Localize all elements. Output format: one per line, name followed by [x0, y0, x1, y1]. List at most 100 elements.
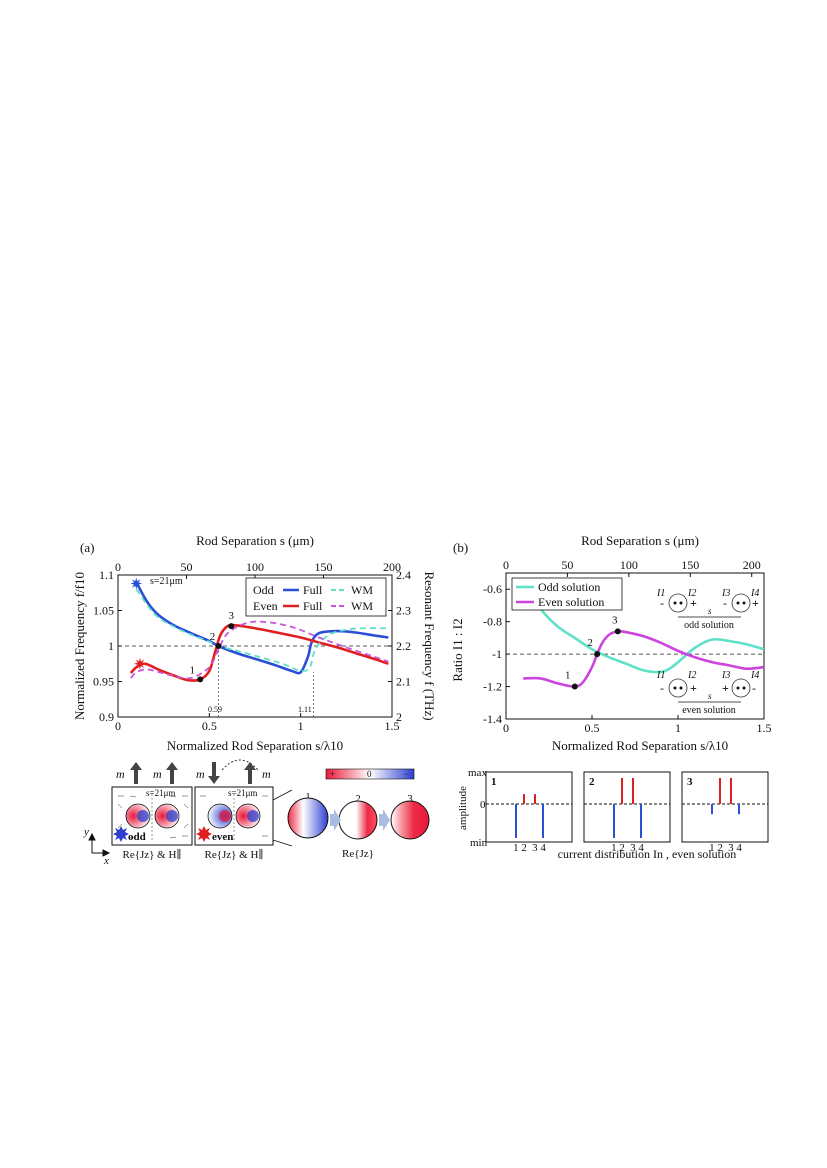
y-tick-label-4: 1.1 [99, 568, 114, 582]
inset-odd-sign-2: + [690, 596, 697, 610]
bar-tick-label-2-b: 3 4 [630, 842, 644, 854]
bar-tick-label-3-b: 3 4 [728, 842, 742, 854]
even-rod-left-red [219, 810, 231, 822]
top-tick-label-2: 100 [620, 558, 638, 572]
axis-y-label: y [83, 826, 89, 838]
inset-odd-dot-3 [736, 601, 740, 605]
inset-odd-sign-1: - [660, 596, 664, 610]
m-arrow-up-2 [166, 762, 178, 784]
inset-odd-i2: I2 [687, 588, 696, 599]
top-tick-label-1: 50 [181, 560, 193, 574]
y-tick-label-0: 0.9 [99, 710, 114, 724]
panel-a-left-axis-title: Normalized Frequency f/f10 [72, 572, 87, 720]
panel-a-right-axis-title: Resonant Frequency f (THz) [422, 571, 437, 720]
odd-star-icon [113, 826, 129, 842]
y-tick-label-2: 1 [108, 639, 114, 653]
y-tick-label-1: -0.8 [483, 615, 502, 629]
zoom-line-top [272, 789, 293, 801]
point-marker-1 [571, 683, 578, 690]
colorbar-plus: + [330, 769, 335, 779]
inset-odd-dot-2 [679, 601, 683, 605]
bar-panel-frame-2 [583, 771, 671, 843]
bars-panels: 1 1 2 3 4 2 1 2 3 4 3 1 2 3 4 [485, 771, 769, 854]
top-tick-label-3: 150 [681, 558, 699, 572]
bar-panel-label-3: 3 [687, 776, 693, 788]
series-line-even-full [129, 623, 389, 682]
inset-odd-i4: I4 [750, 588, 759, 599]
panel-a-star-label: s=21μm [150, 576, 183, 587]
inset-even-dot-3 [736, 686, 740, 690]
inset-odd-rod-right [731, 593, 751, 613]
m-arc-dashed [221, 759, 259, 771]
y-tick-label-1: 0.95 [93, 675, 114, 689]
mode-circle-3 [390, 800, 430, 840]
bar-panel-frame-3 [681, 771, 769, 843]
bars-ylabel: amplitude [457, 786, 469, 830]
field-map-odd-vectors [117, 794, 189, 842]
inset-even-dot-2 [679, 686, 683, 690]
point-marker-label-1: 1 [189, 664, 195, 676]
point-marker-2 [215, 643, 222, 649]
inset-even-i1: I1 [656, 670, 665, 681]
bar-tick-label-3-a: 1 2 [709, 842, 723, 854]
inset-even-i4: I4 [750, 670, 759, 681]
m-arrow-up-1 [130, 762, 142, 784]
inset-even-dot-1 [673, 686, 677, 690]
mode-arrow-1-2 [330, 809, 341, 831]
y-tick-label-3: -1.2 [483, 680, 502, 694]
point-marker-label-2: 2 [210, 631, 216, 643]
mode-circle-1 [287, 797, 329, 839]
panel-a-legend: Odd Even Full WM Full WM [245, 577, 387, 617]
m-arrow-up-3 [244, 762, 256, 784]
m-arrow-down [208, 762, 220, 784]
x-tick-label-0: 0 [503, 721, 509, 735]
legend-even-solution-label: Even solution [538, 595, 604, 609]
circles-caption: Re{Jz} [342, 848, 374, 860]
inset-even-sign-4: - [752, 681, 756, 695]
bars-zero-label: 0 [480, 799, 486, 811]
panel-a-series [129, 581, 389, 682]
y-right-tick-label-0: 2 [396, 710, 402, 724]
panel-b-bottom-axis-title: Normalized Rod Separation s/λ10 [552, 738, 728, 753]
panel-b-legend: Odd solution Even solution [511, 577, 623, 611]
circle-label-3: 3 [407, 793, 413, 805]
x-tick-label-2: 1 [298, 719, 304, 733]
y-tick-label-2: -1 [492, 647, 502, 661]
xy-axes-icon [88, 832, 111, 857]
inset-even-dot-4 [742, 686, 746, 690]
odd-rod-left-blue [137, 810, 149, 822]
inset-even-sign-2: + [690, 681, 697, 695]
y-tick-label-4: -1.4 [483, 712, 502, 726]
panel-a-label: (a) [80, 540, 94, 555]
colorbar [325, 768, 415, 780]
top-tick-label-0: 0 [503, 558, 509, 572]
inset-odd-s-label: s [708, 606, 712, 616]
point-marker-label-3: 3 [229, 610, 235, 622]
top-tick-label-3: 150 [315, 560, 333, 574]
point-marker-label-1: 1 [565, 670, 571, 682]
field-map-caption-even: Re{Jz} & H∥ [204, 848, 263, 861]
legend-odd-full-label: Full [303, 583, 323, 597]
top-tick-label-4: 200 [383, 560, 401, 574]
point-marker-3 [228, 623, 235, 630]
x-tick-label-1: 0.5 [585, 721, 600, 735]
inset-even-sign-1: - [660, 681, 664, 695]
panel-a-ticks: 0 0.5 1 1.5 0 50 100 150 200 0.9 0.95 1 1.05 1.1 2 2.1 2… [93, 560, 411, 733]
mode-arrow-2-3 [379, 809, 390, 831]
y-right-tick-label-3: 2.3 [396, 604, 411, 618]
even-rod-right-blue [247, 810, 259, 822]
m-label-1: m [116, 767, 125, 781]
bar-panel-frame-1 [485, 771, 573, 843]
series-line-odd-wm [135, 588, 389, 672]
bar-tick-label-1-b: 3 4 [532, 842, 546, 854]
x-tick-label-3: 1.5 [385, 719, 400, 733]
top-tick-label-1: 50 [561, 558, 573, 572]
inset-odd-i3: I3 [721, 588, 730, 599]
panel-a-markers: 1 2 3 [130, 577, 235, 683]
inset-odd-dot-1 [673, 601, 677, 605]
bar-panel-label-2: 2 [589, 776, 595, 788]
panel-b-legend-box [511, 577, 623, 611]
colorbar-zero: 0 [367, 769, 372, 779]
x-tick-label-0: 0 [115, 719, 121, 733]
top-tick-label-4: 200 [743, 558, 761, 572]
